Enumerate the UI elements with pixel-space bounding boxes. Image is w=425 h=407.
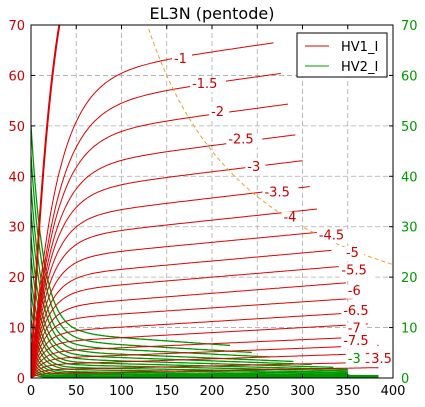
- anode-curve: [31, 311, 361, 378]
- screen-current-curves: [31, 125, 379, 378]
- anode-curve: [31, 367, 379, 378]
- anode-curve: [31, 361, 379, 378]
- legend: HV1_I HV2_I: [296, 32, 388, 78]
- curve-label: -3: [348, 352, 361, 367]
- y-tick-label-left: 70: [8, 19, 25, 34]
- anode-curve: [31, 249, 332, 378]
- anode-curve: [31, 208, 318, 378]
- anode-curve: [31, 298, 354, 378]
- y-tick-label-right: 70: [401, 19, 418, 34]
- anode-curve: [31, 282, 346, 378]
- label-bg: [281, 211, 302, 226]
- curve-label: -7: [348, 322, 361, 337]
- x-tick-label: 400: [381, 384, 406, 399]
- curve-label: -5.5: [341, 264, 366, 279]
- screen-curve: [31, 277, 348, 371]
- anode-curve: [31, 231, 325, 378]
- legend-label: HV2_I: [341, 60, 378, 75]
- y-tick-label-left: 40: [8, 170, 25, 185]
- label-bg: [209, 105, 230, 120]
- anode-curve: [31, 323, 368, 378]
- label-bg: [226, 133, 263, 148]
- curve-label: -7.5: [343, 334, 368, 349]
- curve-label: -3: [247, 160, 260, 175]
- y-tick-label-left: 30: [8, 221, 25, 236]
- label-bg: [341, 304, 378, 319]
- anode-curve: [31, 25, 61, 378]
- screen-curve: [31, 156, 252, 354]
- y-tick-label-left: 20: [8, 271, 25, 286]
- x-tick-label: 350: [335, 384, 360, 399]
- curve-label: 3.5: [371, 352, 392, 367]
- screen-curve: [31, 307, 348, 373]
- y-tick-label-left: 50: [8, 120, 25, 135]
- chart-title: EL3N (pentode): [150, 4, 275, 23]
- legend-label: HV1_I: [341, 40, 378, 55]
- anode-curve: [31, 335, 375, 378]
- curve-label: -2.5: [228, 133, 253, 148]
- dissipation-curve: [148, 28, 393, 265]
- screen-curve: [31, 236, 312, 366]
- anode-curve: [31, 352, 379, 378]
- dissipation-line: [148, 28, 393, 265]
- label-bg: [343, 246, 364, 261]
- curve-label: -6: [348, 284, 361, 299]
- x-tick-label: 200: [200, 384, 225, 399]
- y-tick-label-right: 0: [401, 372, 409, 387]
- x-tick-label: 0: [27, 384, 35, 399]
- curve-label: -4.5: [319, 228, 344, 243]
- curve-label: -5: [346, 246, 359, 261]
- anode-curve: [31, 103, 289, 378]
- curve-label: -3.5: [264, 185, 289, 200]
- screen-curve: [31, 350, 379, 377]
- y-tick-label-right: 20: [401, 271, 418, 286]
- label-bg: [316, 229, 353, 244]
- axis-ticks: 0 50 100 150 200 250 300 350 4000102030405060700…: [8, 19, 417, 399]
- label-bg: [339, 264, 376, 279]
- anode-curve: [31, 72, 281, 378]
- y-tick-label-right: 40: [401, 170, 418, 185]
- label-bg: [262, 186, 299, 201]
- y-tick-label-right: 30: [401, 221, 418, 236]
- y-tick-label-left: 0: [17, 372, 25, 387]
- x-tick-label: 250: [245, 384, 270, 399]
- y-tick-label-right: 60: [401, 69, 418, 84]
- screen-curve: [31, 332, 348, 376]
- label-bg: [345, 352, 366, 367]
- y-tick-label-left: 60: [8, 69, 25, 84]
- curve-label: -1.5: [192, 77, 217, 92]
- label-bg: [369, 352, 398, 367]
- y-tick-label-left: 10: [8, 322, 25, 337]
- curve-label: -2: [211, 105, 224, 120]
- label-bg: [190, 78, 227, 93]
- curve-labels: -1 -1.5 -2 -2.5 -3 -3.5 -4 -4.5-5 -5.5 -6 -6.5 -7-7…: [171, 52, 398, 367]
- label-bg: [171, 52, 192, 67]
- screen-curve: [31, 292, 348, 372]
- curve-label: -1: [174, 52, 187, 67]
- x-tick-label: 150: [154, 384, 179, 399]
- anode-curve: [31, 42, 274, 378]
- label-bg: [245, 161, 266, 176]
- x-tick-label: 50: [68, 384, 85, 399]
- screen-curve: [31, 256, 334, 368]
- label-bg: [345, 322, 366, 337]
- screen-curve: [31, 125, 231, 347]
- curve-label: -4: [283, 211, 296, 226]
- screen-curve: [31, 186, 270, 358]
- y-tick-label-right: 10: [401, 322, 418, 337]
- legend-box: [296, 32, 388, 78]
- label-bg: [345, 284, 366, 299]
- x-tick-label: 100: [109, 384, 134, 399]
- label-bg: [341, 335, 378, 350]
- curve-label: -6.5: [343, 304, 368, 319]
- screen-curve: [31, 211, 294, 363]
- x-tick-label: 300: [290, 384, 315, 399]
- y-tick-label-right: 50: [401, 120, 418, 135]
- anode-curve: [31, 266, 339, 378]
- anode-curve: [31, 344, 379, 378]
